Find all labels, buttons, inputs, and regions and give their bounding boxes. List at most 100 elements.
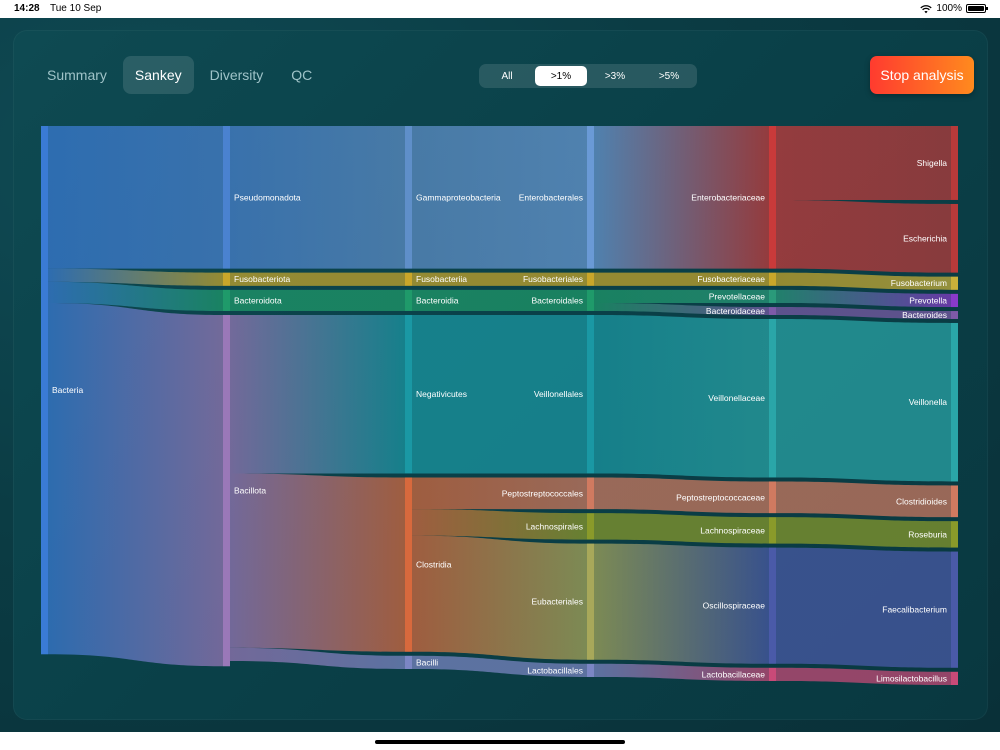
sankey-node-veillonella[interactable]	[951, 322, 958, 482]
sankey-node-bacteroidaceae[interactable]	[769, 307, 776, 315]
sankey-node-pseudomonadota[interactable]	[223, 126, 230, 269]
sankey-label-bacteroidaceae: Bacteroidaceae	[706, 306, 765, 316]
sankey-link-negativicutes-veillonellales[interactable]	[412, 314, 587, 474]
abundance-filter: All >1% >3% >5%	[479, 64, 697, 88]
sankey-link-fusobacteriia-fusobacteriales[interactable]	[412, 272, 587, 286]
sankey-node-limosilactobacillus[interactable]	[951, 671, 958, 685]
sankey-node-fusobacterium[interactable]	[951, 276, 958, 290]
sankey-link-lachnospiraceae-roseburia[interactable]	[776, 517, 951, 548]
sankey-node-gammaproteobacteria[interactable]	[405, 126, 412, 269]
sankey-link-peptostreptococcaceae-clostridioides[interactable]	[776, 481, 951, 518]
tab-sankey[interactable]: Sankey	[122, 56, 194, 94]
wifi-icon	[920, 4, 933, 13]
sankey-node-prevotellaceae[interactable]	[769, 289, 776, 304]
sankey-link-clostridia-eubacteriales[interactable]	[412, 535, 587, 660]
sankey-link-bacteroidia-bacteroidales[interactable]	[412, 289, 587, 311]
sankey-link-enterobacterales-enterobacteriaceae[interactable]	[594, 126, 769, 269]
filter-5pct[interactable]: >5%	[658, 70, 680, 82]
sankey-node-bacillota[interactable]	[223, 314, 230, 667]
sankey-node-peptostreptococcaceae[interactable]	[769, 481, 776, 514]
sankey-link-bacteria-pseudomonadota[interactable]	[48, 126, 223, 269]
filter-all[interactable]: All	[501, 70, 513, 82]
sankey-node-veillonellales[interactable]	[587, 314, 594, 474]
sankey-node-negativicutes[interactable]	[405, 314, 412, 474]
sankey-link-prevotellaceae-prevotella[interactable]	[776, 289, 951, 308]
sankey-link-fusobacteriaceae-fusobacterium[interactable]	[776, 272, 951, 290]
sankey-node-clostridioides[interactable]	[951, 485, 958, 518]
sankey-node-enterobacterales[interactable]	[587, 126, 594, 269]
sankey-link-bacilli-lactobacillales[interactable]	[412, 655, 587, 677]
sankey-node-roseburia[interactable]	[951, 521, 958, 548]
sankey-link-peptostreptococcales-peptostreptococcaceae[interactable]	[594, 477, 769, 514]
sankey-node-oscillospiraceae[interactable]	[769, 547, 776, 664]
sankey-node-fusobacteriota[interactable]	[223, 272, 230, 286]
sankey-link-enterobacteriaceae-shigella[interactable]	[776, 126, 951, 200]
sankey-link-fusobacteriota-fusobacteriia[interactable]	[230, 272, 405, 286]
sankey-node-shigella[interactable]	[951, 126, 958, 200]
sankey-label-roseburia: Roseburia	[908, 529, 947, 539]
sankey-node-bacteroidia[interactable]	[405, 289, 412, 311]
sankey-link-bacillota-clostridia[interactable]	[230, 473, 405, 652]
sankey-link-clostridia-lachnospirales[interactable]	[412, 509, 587, 540]
sankey-link-bacteria-bacteroidota[interactable]	[48, 281, 223, 311]
sankey-node-lactobacillaceae[interactable]	[769, 667, 776, 681]
sankey-node-escherichia[interactable]	[951, 203, 958, 273]
sankey-link-fusobacteriales-fusobacteriaceae[interactable]	[594, 272, 769, 286]
sankey-label-enterobacteriaceae: Enterobacteriaceae	[691, 192, 765, 202]
sankey-node-bacteroidales[interactable]	[587, 289, 594, 311]
sankey-node-fusobacteriales[interactable]	[587, 272, 594, 286]
sankey-node-enterobacteriaceae[interactable]	[769, 126, 776, 269]
sankey-label-bacteroidota: Bacteroidota	[234, 295, 282, 305]
sankey-link-clostridia-peptostreptococcales[interactable]	[412, 477, 587, 510]
sankey-link-enterobacteriaceae-escherichia[interactable]	[776, 199, 951, 273]
sankey-node-bacilli[interactable]	[405, 655, 412, 669]
sankey-node-fusobacteriaceae[interactable]	[769, 272, 776, 286]
sankey-node-lachnospiraceae[interactable]	[769, 517, 776, 544]
sankey-node-clostridia[interactable]	[405, 477, 412, 652]
sankey-label-lactobacillaceae: Lactobacillaceae	[702, 669, 766, 679]
sankey-link-veillonellales-veillonellaceae[interactable]	[594, 314, 769, 478]
home-indicator[interactable]	[375, 740, 625, 744]
sankey-node-veillonellaceae[interactable]	[769, 318, 776, 478]
sankey-label-bacteria: Bacteria	[52, 385, 83, 395]
sankey-label-gammaproteobacteria: Gammaproteobacteria	[416, 192, 501, 202]
sankey-link-lactobacillaceae-limosilactobacillus[interactable]	[776, 667, 951, 685]
sankey-label-fusobacterium: Fusobacterium	[891, 278, 947, 288]
sankey-link-bacillota-negativicutes[interactable]	[230, 314, 405, 474]
sankey-node-bacteria[interactable]	[41, 126, 48, 655]
sankey-link-bacteria-bacillota[interactable]	[48, 302, 223, 667]
sankey-link-bacillota-bacilli[interactable]	[230, 647, 405, 669]
sankey-link-veillonellaceae-veillonella[interactable]	[776, 318, 951, 482]
sankey-node-lachnospirales[interactable]	[587, 513, 594, 540]
sankey-link-lachnospirales-lachnospiraceae[interactable]	[594, 513, 769, 544]
sankey-node-peptostreptococcales[interactable]	[587, 477, 594, 510]
sankey-node-bacteroidota[interactable]	[223, 289, 230, 311]
status-date: Tue 10 Sep	[50, 3, 102, 14]
sankey-link-bacteroidales-bacteroidaceae[interactable]	[594, 303, 769, 315]
sankey-label-lachnospiraceae: Lachnospiraceae	[700, 525, 765, 535]
sankey-node-lactobacillales[interactable]	[587, 663, 594, 677]
sankey-node-fusobacteriia[interactable]	[405, 272, 412, 286]
sankey-link-bacteroidales-prevotellaceae[interactable]	[594, 289, 769, 304]
sankey-link-lactobacillales-lactobacillaceae[interactable]	[594, 663, 769, 681]
sankey-node-bacteroides[interactable]	[951, 311, 958, 319]
tab-diversity[interactable]: Diversity	[209, 67, 264, 83]
sankey-link-bacteria-fusobacteriota[interactable]	[48, 268, 223, 286]
tab-summary[interactable]: Summary	[47, 67, 107, 83]
sankey-link-bacteroidota-bacteroidia[interactable]	[230, 289, 405, 311]
sankey-label-faecalibacterium: Faecalibacterium	[882, 605, 947, 615]
sankey-link-oscillospiraceae-faecalibacterium[interactable]	[776, 547, 951, 668]
sankey-link-pseudomonadota-gammaproteobacteria[interactable]	[230, 126, 405, 269]
sankey-label-bacteroides: Bacteroides	[902, 310, 947, 320]
stop-analysis-button[interactable]: Stop analysis	[870, 56, 974, 94]
tab-qc[interactable]: QC	[291, 67, 313, 83]
sankey-node-faecalibacterium[interactable]	[951, 551, 958, 668]
sankey-node-eubacteriales[interactable]	[587, 543, 594, 660]
sankey-label-bacteroidales: Bacteroidales	[531, 295, 583, 305]
filter-3pct[interactable]: >3%	[604, 70, 626, 82]
sankey-link-eubacteriales-oscillospiraceae[interactable]	[594, 543, 769, 664]
sankey-node-prevotella[interactable]	[951, 293, 958, 308]
sankey-link-bacteroidaceae-bacteroides[interactable]	[776, 307, 951, 319]
filter-1pct[interactable]: >1%	[535, 66, 587, 86]
sankey-link-gammaproteobacteria-enterobacterales[interactable]	[412, 126, 587, 269]
